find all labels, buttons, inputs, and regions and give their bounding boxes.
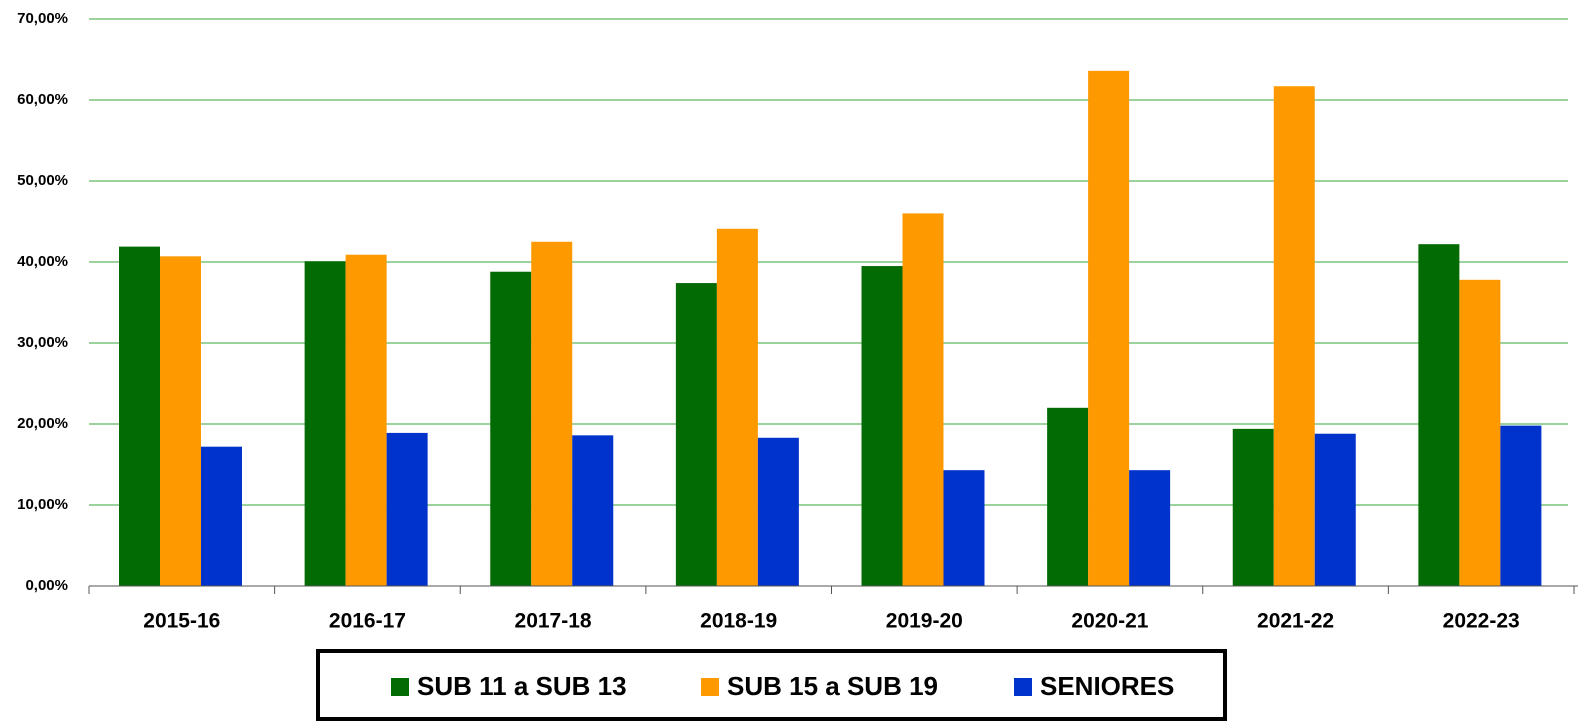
y-tick-label: 30,00% [17,334,68,351]
legend-label: SUB 11 a SUB 13 [417,671,627,701]
bar [304,261,346,586]
y-tick-label: 40,00% [17,253,68,270]
bar [490,271,532,586]
legend-swatch [701,678,719,696]
legend-box [316,649,1227,721]
bar [675,283,717,586]
bar [201,446,242,586]
bar [572,435,614,586]
bar [1500,425,1542,586]
bar [1088,70,1130,587]
x-tick-label: 2019-20 [886,610,963,633]
bar [902,213,944,586]
legend-label: SENIORES [1040,671,1174,701]
bar [716,228,758,587]
x-tick-label: 2020-21 [1071,610,1148,633]
bar [1273,86,1315,586]
y-tick-label: 20,00% [17,415,68,432]
bar [119,246,160,587]
x-tick-label: 2017-18 [515,610,592,633]
legend-swatch [1014,678,1032,696]
x-tick-label: 2021-22 [1257,610,1334,633]
y-tick-label: 50,00% [17,172,68,189]
x-tick-label: 2022-23 [1443,610,1520,633]
bar [386,432,428,586]
bar [861,266,903,586]
bar [1418,244,1460,586]
y-tick-label: 0,00% [25,577,68,594]
bar [1047,407,1089,586]
y-tick-label: 70,00% [17,10,68,27]
bar [345,254,387,586]
bar [757,437,799,586]
x-tick-label: 2018-19 [700,610,777,633]
bar [160,256,201,586]
bar [531,241,573,586]
x-tick-label: 2015-16 [143,610,220,633]
bar [1129,470,1171,586]
y-tick-label: 60,00% [17,91,68,108]
legend-swatch [391,678,409,696]
x-tick-label: 2016-17 [329,610,406,633]
legend-label: SUB 15 a SUB 19 [727,671,938,701]
bar [1232,428,1274,586]
y-tick-label: 10,00% [17,496,68,513]
bar [1459,279,1501,586]
bar [1314,433,1356,586]
bar [943,470,985,586]
